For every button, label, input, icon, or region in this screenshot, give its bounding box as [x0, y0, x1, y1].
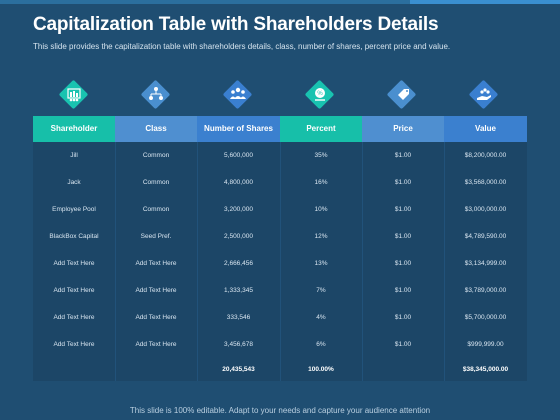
- cell-shares: 5,600,000: [224, 152, 253, 159]
- top-accent-highlight: [410, 0, 560, 4]
- percent-icon: %: [315, 88, 325, 101]
- column-header-price: Price: [362, 116, 444, 142]
- page-subtitle: This slide provides the capitalization t…: [33, 42, 451, 51]
- cell-class: Add Text Here: [135, 314, 177, 321]
- cell-class: Add Text Here: [135, 287, 177, 294]
- cell-value: $4,789,590.00: [464, 233, 507, 240]
- total-shares: 20,435,543: [222, 366, 255, 373]
- value-hand-icon: [477, 88, 491, 100]
- cell-percent: 10%: [314, 206, 328, 213]
- cell-value: $3,568,000.00: [464, 179, 507, 186]
- icon-cell-class: [115, 79, 197, 116]
- cell-percent: 6%: [316, 341, 326, 348]
- class-icon: [149, 87, 163, 100]
- cell-value: $8,200,000.00: [464, 152, 507, 159]
- cell-percent: 7%: [316, 287, 326, 294]
- column-separator: [362, 142, 363, 381]
- column-separator: [197, 142, 198, 381]
- cell-class: Add Text Here: [135, 260, 177, 267]
- icon-cell-value: [443, 79, 525, 116]
- cell-shareholder: Employee Pool: [52, 206, 96, 213]
- cell-class: Common: [142, 179, 170, 186]
- cell-percent: 35%: [314, 152, 328, 159]
- cell-price: $1.00: [394, 179, 412, 186]
- cell-percent: 4%: [316, 314, 326, 321]
- column-header-class: Class: [115, 116, 197, 142]
- cell-shares: 3,456,678: [224, 341, 253, 348]
- cell-class: Seed Pref.: [140, 233, 172, 240]
- icon-cell-shareholder: [33, 79, 115, 116]
- icon-cell-shares: [197, 79, 279, 116]
- column-separator: [280, 142, 281, 381]
- cell-percent: 16%: [314, 179, 328, 186]
- cell-percent: 12%: [314, 233, 328, 240]
- cell-shareholder: Add Text Here: [53, 341, 95, 348]
- table-row: Add Text Here Add Text Here 2,666,456 13…: [33, 250, 527, 277]
- table-row: Add Text Here Add Text Here 3,456,678 6%…: [33, 331, 527, 358]
- icon-cell-price: [361, 79, 443, 116]
- cell-value: $3,000,000.00: [464, 206, 507, 213]
- cell-value: $5,700,000.00: [464, 314, 507, 321]
- cell-class: Add Text Here: [135, 341, 177, 348]
- cell-shareholder: Add Text Here: [53, 287, 95, 294]
- svg-text:%: %: [317, 91, 323, 97]
- column-header-shareholder: Shareholder: [33, 116, 115, 142]
- column-separator: [444, 142, 445, 381]
- cell-value: $999,999.00: [467, 341, 504, 348]
- table-row: BlackBox Capital Seed Pref. 2,500,000 12…: [33, 223, 527, 250]
- total-percent: 100.00%: [308, 366, 334, 373]
- total-value: $38,345,000.00: [462, 366, 509, 373]
- table-row: Add Text Here Add Text Here 1,333,345 7%…: [33, 277, 527, 304]
- cell-shareholder: Add Text Here: [53, 314, 95, 321]
- table-totals-row: 20,435,543 100.00% $38,345,000.00: [33, 356, 527, 383]
- footer-note: This slide is 100% editable. Adapt to yo…: [129, 406, 431, 415]
- cell-shares: 2,500,000: [224, 233, 253, 240]
- total-class: [115, 356, 197, 383]
- cell-value: $3,134,999.00: [464, 260, 507, 267]
- cell-price: $1.00: [394, 152, 412, 159]
- column-separator: [115, 142, 116, 381]
- table-row: Add Text Here Add Text Here 333,546 4% $…: [33, 304, 527, 331]
- column-header-value: Value: [444, 116, 527, 142]
- cell-shares: 3,200,000: [224, 206, 253, 213]
- table-row: Employee Pool Common 3,200,000 10% $1.00…: [33, 196, 527, 223]
- column-header-percent: Percent: [280, 116, 362, 142]
- shareholder-icon: [67, 88, 81, 102]
- column-icons-row: %: [33, 79, 527, 116]
- cell-price: $1.00: [394, 206, 412, 213]
- cell-class: Common: [142, 206, 170, 213]
- cell-percent: 13%: [314, 260, 328, 267]
- top-accent-bar: [0, 0, 560, 4]
- cell-shares: 333,546: [226, 314, 251, 321]
- cell-price: $1.00: [394, 287, 412, 294]
- cell-shareholder: BlackBox Capital: [49, 233, 99, 240]
- table-header: Shareholder Class Number of Shares Perce…: [33, 116, 527, 142]
- cell-shareholder: Add Text Here: [53, 260, 95, 267]
- cell-price: $1.00: [394, 314, 412, 321]
- cell-shareholder: Jill: [70, 152, 78, 159]
- cell-shareholder: Jack: [67, 179, 81, 186]
- cell-price: $1.00: [394, 341, 412, 348]
- total-price: [362, 356, 444, 383]
- cell-class: Common: [142, 152, 170, 159]
- cell-shares: 1,333,345: [224, 287, 253, 294]
- icon-cell-percent: %: [279, 79, 361, 116]
- cell-shares: 2,666,456: [224, 260, 253, 267]
- table-row: Jill Common 5,600,000 35% $1.00 $8,200,0…: [33, 142, 527, 169]
- cell-shares: 4,800,000: [224, 179, 253, 186]
- total-shareholder: [33, 356, 115, 383]
- column-header-shares: Number of Shares: [197, 116, 280, 142]
- price-tag-icon: [398, 89, 409, 100]
- page-title: Capitalization Table with Shareholders D…: [33, 14, 439, 35]
- cell-price: $1.00: [394, 233, 412, 240]
- cell-price: $1.00: [394, 260, 412, 267]
- table-row: Jack Common 4,800,000 16% $1.00 $3,568,0…: [33, 169, 527, 196]
- cell-value: $3,789,000.00: [464, 287, 507, 294]
- group-icon: [230, 87, 246, 99]
